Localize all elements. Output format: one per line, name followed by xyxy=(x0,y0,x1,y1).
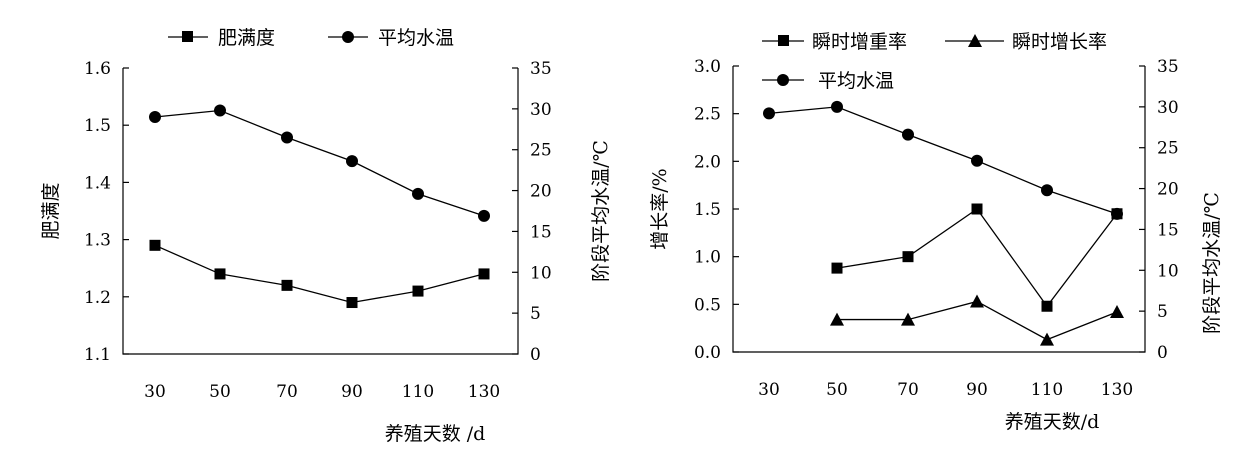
y-tick-label-right: 20 xyxy=(530,182,552,202)
data-point-square xyxy=(478,268,490,280)
data-point-triangle xyxy=(1040,332,1054,346)
data-point-triangle xyxy=(1110,304,1124,318)
x-tick-label: 50 xyxy=(209,382,231,402)
x-axis-label: 养殖天数/d xyxy=(1005,411,1100,433)
legend-circle-marker xyxy=(777,74,789,86)
x-tick-label: 110 xyxy=(1031,380,1063,400)
data-point-square xyxy=(346,297,358,309)
chart-left-frame xyxy=(122,68,519,355)
legend-circle-marker xyxy=(342,31,354,43)
y-tick-label-left: 1.3 xyxy=(84,231,111,251)
data-point-circle xyxy=(763,107,775,120)
legend-square-marker xyxy=(778,35,789,46)
y-tick-label-right: 35 xyxy=(530,59,552,79)
y-tick-label-left: 2.5 xyxy=(694,105,721,125)
y-tick-label-right: 10 xyxy=(1157,261,1179,281)
data-point-circle xyxy=(831,100,843,113)
y-tick-label-left: 3.0 xyxy=(694,57,721,77)
y-tick-label-left: 2.0 xyxy=(694,152,721,172)
y-tick-label-left: 1.6 xyxy=(84,59,111,79)
y-tick-label-right: 0 xyxy=(1157,343,1168,363)
chart-right-frame xyxy=(732,66,1146,353)
chart-right: 瞬时增重率 瞬时增长率 平均水温 增长率/% 阶段平均水温/℃ 养殖天数/d 0… xyxy=(649,31,1223,433)
y-tick-label-right: 35 xyxy=(1157,57,1179,77)
data-point-square xyxy=(149,239,161,251)
data-point-square xyxy=(281,279,293,291)
y-tick-label-right: 25 xyxy=(530,141,552,161)
y-tick-label-right: 0 xyxy=(530,345,541,365)
y-tick-label-right: 15 xyxy=(530,222,552,242)
y-tick-label-right: 10 xyxy=(530,263,552,283)
x-axis-label: 养殖天数 /d xyxy=(385,423,486,445)
chart-right-legend: 瞬时增重率 瞬时增长率 平均水温 xyxy=(762,31,1107,92)
x-tick-label: 90 xyxy=(341,382,363,402)
legend-label: 瞬时增长率 xyxy=(1012,31,1107,53)
y-axis-right-label: 阶段平均水温/℃ xyxy=(1201,192,1223,334)
legend-square-marker xyxy=(182,31,193,42)
x-tick-label: 110 xyxy=(402,382,434,402)
x-tick-label: 30 xyxy=(144,382,166,402)
x-tick-label: 130 xyxy=(1101,380,1133,400)
legend-label: 瞬时增重率 xyxy=(812,31,907,53)
data-point-circle xyxy=(214,104,226,117)
data-point-triangle xyxy=(970,294,984,308)
series-line xyxy=(154,244,485,304)
y-axis-left-label: 肥满度 xyxy=(40,182,62,239)
y-tick-label-right: 15 xyxy=(1157,220,1179,240)
data-point-square xyxy=(412,285,424,297)
series-line xyxy=(154,109,485,217)
legend-label: 平均水温 xyxy=(378,27,454,49)
x-tick-label: 30 xyxy=(758,380,780,400)
chart-left: 肥满度 平均水温 肥满度 阶段平均水温/℃ 养殖天数 /d 1.1 1.2 1.3 1… xyxy=(40,27,612,445)
data-point-circle xyxy=(281,131,293,144)
x-tick-label: 50 xyxy=(826,380,848,400)
data-point-circle xyxy=(971,154,983,167)
data-point-circle xyxy=(346,155,358,168)
data-point-circle xyxy=(1111,207,1123,220)
legend-label: 平均水温 xyxy=(818,70,894,92)
y-tick-label-left: 1.2 xyxy=(84,288,111,308)
y-axis-left-label: 增长率/% xyxy=(649,168,671,249)
y-tick-label-left: 1.5 xyxy=(84,116,111,136)
x-tick-label: 130 xyxy=(468,382,500,402)
data-point-square xyxy=(971,203,983,215)
x-tick-label: 70 xyxy=(276,382,298,402)
data-point-triangle xyxy=(830,312,844,326)
data-point-square xyxy=(1041,300,1053,312)
data-point-circle xyxy=(149,111,161,124)
y-tick-label-right: 30 xyxy=(530,100,552,120)
x-tick-label: 90 xyxy=(966,380,988,400)
y-tick-label-right: 20 xyxy=(1157,180,1179,200)
y-tick-label-left: 1.1 xyxy=(84,345,111,365)
legend-triangle-marker xyxy=(968,34,982,47)
data-point-circle xyxy=(478,209,490,222)
series-line xyxy=(836,208,1118,308)
y-tick-label-right: 30 xyxy=(1157,98,1179,118)
chart-left-legend: 肥满度 平均水温 xyxy=(168,27,454,49)
data-point-triangle xyxy=(901,312,915,326)
y-tick-label-left: 1.5 xyxy=(694,200,721,220)
y-axis-right-label: 阶段平均水温/℃ xyxy=(590,140,612,282)
y-tick-label-left: 0.0 xyxy=(694,343,721,363)
data-point-circle xyxy=(412,187,424,200)
data-point-square xyxy=(902,251,914,263)
data-point-square xyxy=(831,262,843,274)
data-point-circle xyxy=(902,128,914,141)
y-tick-label-left: 1.0 xyxy=(694,248,721,268)
y-tick-label-left: 0.5 xyxy=(694,295,721,315)
y-tick-label-right: 5 xyxy=(1157,302,1168,322)
legend-label: 肥满度 xyxy=(218,27,275,49)
y-tick-label-left: 1.4 xyxy=(84,173,111,193)
data-point-circle xyxy=(1041,184,1053,197)
series-line xyxy=(768,106,1118,215)
y-tick-label-right: 5 xyxy=(530,304,541,324)
x-tick-label: 70 xyxy=(897,380,919,400)
data-point-square xyxy=(214,268,226,280)
y-tick-label-right: 25 xyxy=(1157,139,1179,159)
